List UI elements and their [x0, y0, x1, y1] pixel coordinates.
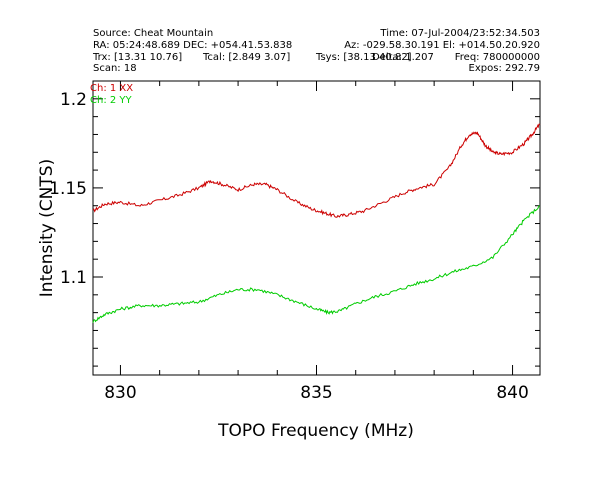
header-scan: Scan: 18: [93, 63, 137, 74]
header-tcal: Tcal: [2.849 3.07]: [202, 52, 290, 63]
series-line-2: [92, 205, 541, 323]
header-delta: Delta: 1.207: [372, 52, 434, 63]
y-tick-label: 1.15: [49, 179, 87, 199]
header-time: Time: 07-Jul-2004/23:52:34.503: [379, 28, 540, 39]
legend-ch1: Ch: 1 XX: [90, 83, 133, 94]
header-freq: Freq: 780000000: [455, 52, 540, 63]
header-expos: Expos: 292.79: [469, 63, 540, 74]
x-tick-label: 835: [300, 383, 332, 403]
x-tick-label: 840: [496, 383, 528, 403]
axis-ticks: 830 835 840 1.1 1.15 1.2: [49, 80, 540, 403]
header-block: Source: Cheat Mountain Time: 07-Jul-2004…: [92, 28, 540, 74]
legend-ch2: Ch: 2 YY: [90, 95, 133, 106]
header-source: Source: Cheat Mountain: [93, 28, 213, 39]
header-ra-dec: RA: 05:24:48.689 DEC: +054.41.53.838: [93, 40, 292, 51]
y-tick-label: 1.1: [60, 268, 87, 288]
x-tick-label: 830: [104, 383, 136, 403]
series-layer: [92, 123, 541, 323]
y-tick-label: 1.2: [60, 90, 87, 110]
y-axis-title: Intensity (CNTS): [37, 159, 57, 297]
header-tsys: Tsys: [38.13 40.82]: [315, 52, 412, 63]
header-trx: Trx: [13.31 10.76]: [92, 52, 182, 63]
series-line-1: [92, 123, 541, 218]
header-az-el: Az: -029.58.30.191 El: +014.50.20.920: [344, 40, 540, 51]
legend: Ch: 1 XX Ch: 2 YY: [90, 83, 133, 106]
plot-frame: [92, 80, 541, 376]
x-axis-title: TOPO Frequency (MHz): [217, 421, 414, 441]
